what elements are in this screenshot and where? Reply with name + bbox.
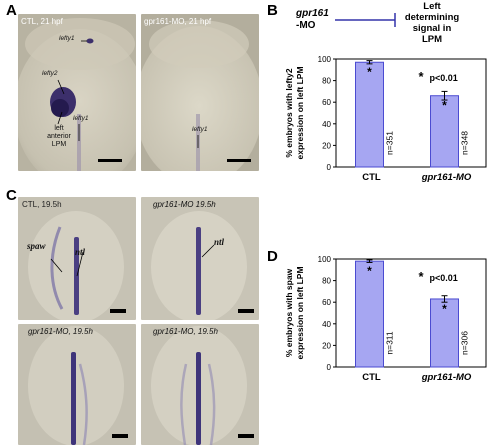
y-tick-label: 80: [322, 277, 331, 286]
panel-c-image-3: gpr161-MO, 19.5h: [18, 324, 136, 445]
significance-label: p<0.01: [430, 273, 458, 283]
panel-c-title-1: CTL, 19.5h: [22, 200, 62, 209]
x-category-label: gpr161-MO: [421, 372, 472, 383]
asterisk: *: [442, 302, 447, 316]
y-tick-label: 0: [327, 363, 332, 372]
label-spaw: spaw: [27, 241, 46, 251]
panel-a-mo-image: gpr161-MO, 21 hpf lefty1: [141, 14, 259, 171]
panel-a-mo-title: gpr161-MO, 21 hpf: [144, 17, 212, 26]
plot-frame: [335, 58, 487, 168]
panel-c-image-1: CTL, 19.5h spaw ntl: [18, 197, 136, 320]
plot-frame: [335, 258, 487, 368]
schematic-target: Left determining signal in LPM: [404, 1, 460, 45]
asterisk: *: [367, 65, 372, 79]
significance-asterisk: *: [419, 269, 425, 284]
x-category-label: CTL: [362, 172, 381, 183]
chart-d: % embryos with spawexpression on left LP…: [270, 252, 500, 392]
annotation-lefty2: lefty2: [42, 70, 58, 77]
inhibition-arrow-icon: [335, 13, 396, 27]
panel-a-ctl-image: CTL, 21 hpf lefty1 lefty2 lefty1 left an…: [18, 14, 136, 171]
y-tick-label: 40: [322, 120, 331, 129]
y-tick-label: 60: [322, 98, 331, 107]
significance-label: p<0.01: [430, 73, 458, 83]
panel-c-image-2: gpr161-MO 19.5h ntl: [141, 197, 259, 320]
significance-asterisk: *: [419, 69, 425, 84]
y-tick-label: 80: [322, 77, 331, 86]
panel-c-image-4: gpr161-MO, 19.5h: [141, 324, 259, 445]
chart-b: % embryos with lefty2expression on left …: [270, 52, 500, 192]
asterisk: *: [442, 99, 447, 113]
y-tick-label: 40: [322, 320, 331, 329]
panel-c-title-4: gpr161-MO, 19.5h: [153, 327, 218, 336]
label-ntl-right: ntl: [214, 237, 225, 247]
y-tick-label: 0: [327, 163, 332, 172]
annotation-lefty1-mid: lefty1: [73, 115, 89, 122]
panel-c-title-3: gpr161-MO, 19.5h: [28, 327, 93, 336]
y-tick-label: 20: [322, 341, 331, 350]
y-axis-label-line2: expression on left LPM: [295, 266, 305, 359]
n-label: n=351: [385, 131, 395, 155]
panel-b-letter: B: [267, 2, 278, 19]
n-label: n=311: [385, 331, 395, 355]
y-tick-label: 100: [318, 55, 332, 64]
panel-c-letter: C: [6, 187, 17, 204]
y-tick-label: 60: [322, 298, 331, 307]
x-category-label: CTL: [362, 372, 381, 383]
panel-c-title-2: gpr161-MO 19.5h: [153, 200, 216, 209]
chart-b-svg: % embryos with lefty2expression on left …: [284, 55, 487, 183]
y-axis-label-line1: % embryos with spaw: [284, 268, 294, 357]
n-label: n=306: [460, 331, 470, 355]
x-category-label: gpr161-MO: [421, 172, 472, 183]
schematic-gpr161-mo: gpr161 -MO: [296, 8, 329, 31]
y-tick-label: 20: [322, 141, 331, 150]
y-axis-label-line1: % embryos with lefty2: [284, 68, 294, 158]
annotation-lefty1-right: lefty1: [192, 126, 208, 133]
panel-a-letter: A: [6, 2, 17, 19]
annotation-left-anterior-lpm: left anterior LPM: [47, 125, 71, 148]
y-axis-label: % embryos with lefty2expression on left …: [284, 66, 305, 159]
panel-a-ctl-title: CTL, 21 hpf: [21, 17, 63, 26]
label-ntl-left: ntl: [75, 247, 86, 257]
panel-d-letter: D: [267, 248, 278, 265]
y-axis-label: % embryos with spawexpression on left LP…: [284, 266, 305, 359]
bar-ctl: [355, 61, 384, 168]
y-tick-label: 100: [318, 255, 332, 264]
asterisk: *: [367, 264, 372, 278]
n-label: n=348: [460, 131, 470, 155]
annotation-lefty1-top: lefty1: [59, 35, 75, 42]
y-axis-label-line2: expression on left LPM: [295, 66, 305, 159]
bar-mo: [430, 95, 459, 168]
chart-d-svg: % embryos with spawexpression on left LP…: [284, 255, 487, 383]
